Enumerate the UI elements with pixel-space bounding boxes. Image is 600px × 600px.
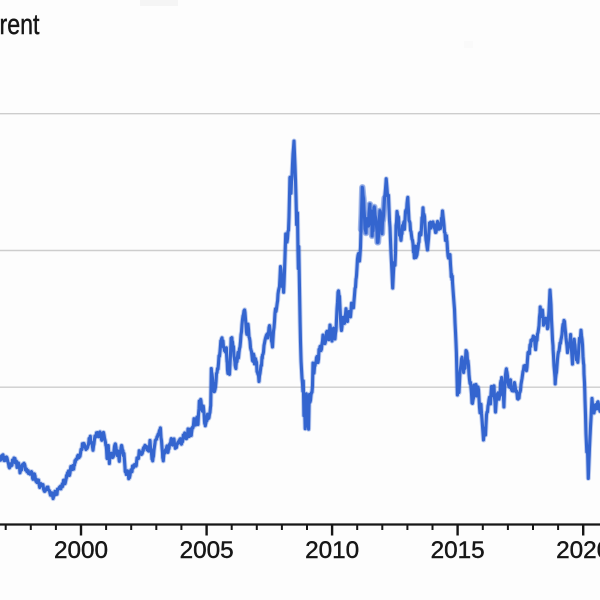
svg-text:2015: 2015: [431, 537, 485, 564]
svg-text:2020: 2020: [556, 537, 600, 564]
svg-text:2010: 2010: [305, 537, 359, 564]
svg-text:rent: rent: [0, 9, 40, 41]
svg-text:2005: 2005: [180, 537, 234, 564]
svg-text:2000: 2000: [54, 537, 108, 564]
